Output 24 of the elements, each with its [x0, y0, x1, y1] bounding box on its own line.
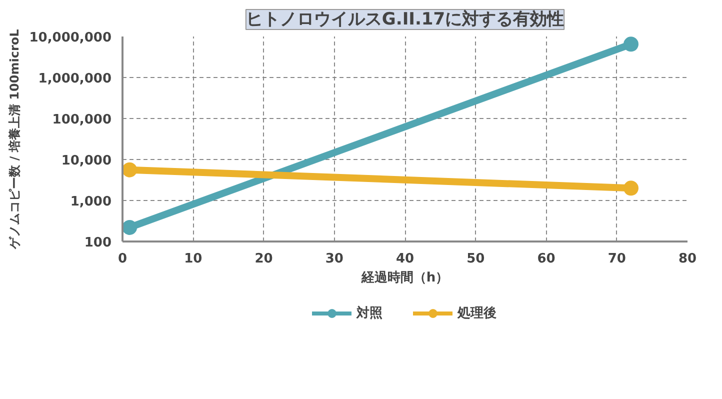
x-tick-label: 20 — [254, 252, 273, 266]
y-tick-label: 10,000,000 — [29, 30, 112, 46]
y-tick-label: 1,000 — [70, 194, 112, 210]
y-tick-label: 100,000 — [52, 112, 112, 128]
y-tick-label: 100 — [84, 236, 112, 250]
y-tick-label: 10,000 — [61, 154, 112, 168]
x-tick-label: 70 — [608, 252, 626, 266]
point — [122, 220, 138, 235]
legend-label: 処理後 — [458, 305, 496, 322]
point — [624, 36, 638, 52]
x-tick-label: 0 — [118, 252, 128, 266]
x-tick-label: 40 — [396, 252, 414, 266]
chart-title: ヒトノロウイルスG.II.17に対する有効性 — [246, 10, 564, 30]
y-tick-label: 1,000,000 — [38, 72, 112, 86]
legend-label: 対照 — [356, 304, 382, 322]
x-tick-label: 10 — [184, 252, 202, 266]
x-axis-title: 経過時間（h） — [360, 270, 449, 286]
y-axis-title: ゲノムコピー数 / 培養上清 100microL — [8, 28, 22, 250]
point — [122, 162, 138, 178]
x-tick-label: 60 — [537, 252, 556, 266]
x-tick-label: 30 — [325, 252, 344, 266]
point — [624, 180, 638, 196]
x-tick-label: 50 — [466, 252, 485, 266]
x-tick-label: 80 — [678, 252, 697, 266]
